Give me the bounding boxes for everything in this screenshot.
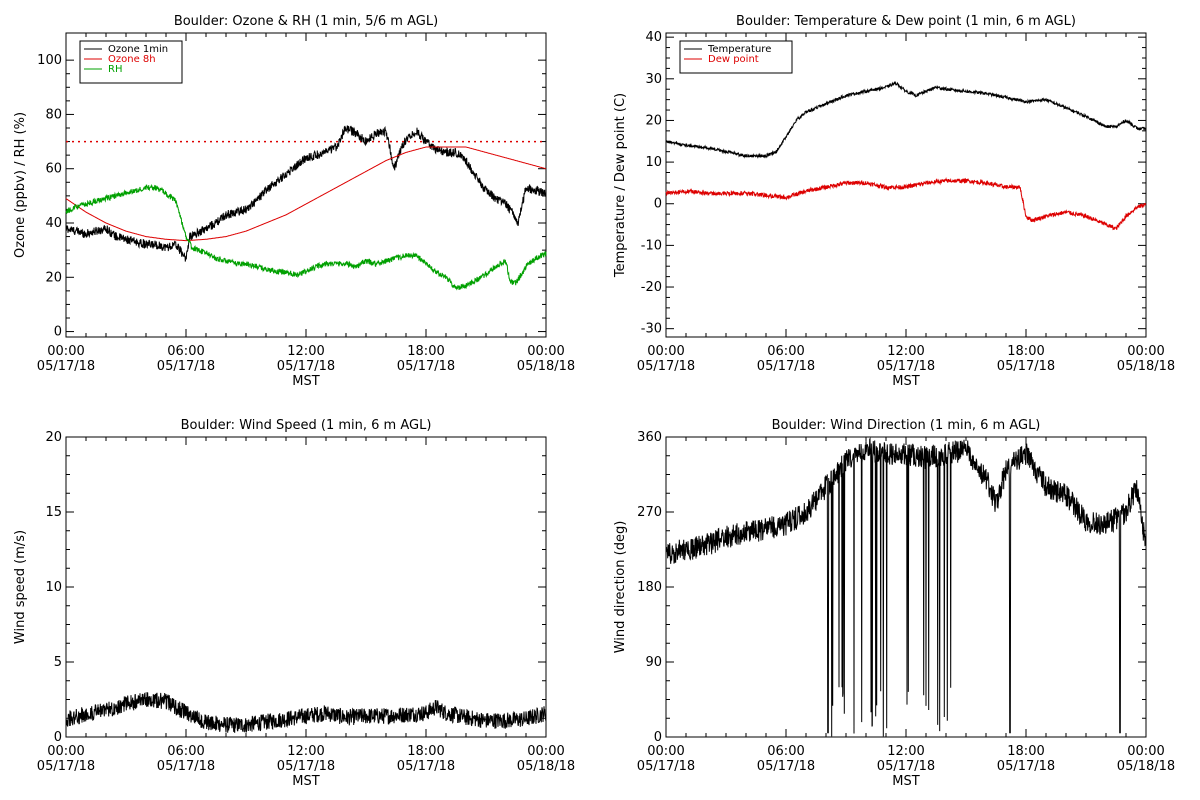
x-tick-date: 05/18/18 — [1117, 359, 1175, 374]
x-tick-time: 00:00 — [47, 744, 84, 759]
y-tick-label: -20 — [641, 280, 662, 295]
x-tick-date: 05/17/18 — [637, 759, 695, 774]
legend — [679, 40, 793, 74]
x-tick-time: 06:00 — [167, 344, 204, 359]
chart-title: Boulder: Temperature & Dew point (1 min,… — [736, 14, 1076, 29]
legend-entry: Temperature — [707, 44, 771, 55]
y-tick-label: 100 — [37, 53, 62, 68]
x-tick-time: 00:00 — [1127, 344, 1164, 359]
x-tick-time: 00:00 — [1127, 744, 1164, 759]
x-tick-time: 18:00 — [1007, 344, 1044, 359]
y-tick-label: 0 — [54, 325, 62, 340]
y-axis-label: Wind speed (m/s) — [13, 530, 28, 644]
series-line — [65, 183, 547, 291]
x-tick-date: 05/17/18 — [37, 359, 95, 374]
y-tick-label: 5 — [54, 655, 62, 670]
x-tick-date: 05/18/18 — [1117, 759, 1175, 774]
chart-ozone: Boulder: Ozone & RH (1 min, 5/6 m AGL) 0 2… — [13, 14, 575, 389]
y-axis-label: Ozone (ppbv) / RH (%) — [13, 112, 28, 258]
y-tick-label: -10 — [641, 238, 662, 253]
series-line — [665, 176, 1147, 231]
x-tick-date: 05/17/18 — [37, 759, 95, 774]
y-tick-label: 0 — [654, 197, 662, 212]
x-axis-label: MST — [292, 774, 319, 789]
x-tick-date: 05/17/18 — [277, 759, 335, 774]
x-tick-date: 05/17/18 — [277, 359, 335, 374]
series-line — [65, 125, 547, 262]
y-tick-label: 0 — [54, 730, 62, 745]
y-tick-label: -30 — [641, 322, 662, 337]
x-tick-time: 12:00 — [287, 744, 324, 759]
legend-entry: RH — [108, 64, 122, 75]
x-tick-time: 12:00 — [887, 344, 924, 359]
x-tick-date: 05/17/18 — [157, 359, 215, 374]
x-tick-date: 05/17/18 — [877, 759, 935, 774]
x-tick-time: 00:00 — [47, 344, 84, 359]
x-tick-date: 05/17/18 — [997, 759, 1055, 774]
y-tick-label: 20 — [645, 113, 662, 128]
x-tick-date: 05/17/18 — [397, 359, 455, 374]
x-tick-date: 05/17/18 — [757, 359, 815, 374]
series-line — [665, 81, 1147, 159]
chart-temp: Boulder: Temperature & Dew point (1 min,… — [613, 14, 1175, 389]
y-tick-label: 10 — [45, 580, 62, 595]
x-tick-date: 05/17/18 — [157, 759, 215, 774]
y-tick-label: 30 — [645, 72, 662, 87]
legend-entry: Ozone 8h — [108, 54, 156, 65]
y-tick-label: 40 — [645, 30, 662, 45]
plot-frame — [65, 436, 547, 738]
series-line — [665, 437, 1147, 737]
y-tick-label: 360 — [637, 430, 662, 445]
y-tick-label: 20 — [45, 430, 62, 445]
y-tick-label: 270 — [637, 505, 662, 520]
y-tick-label: 10 — [645, 155, 662, 170]
x-tick-time: 06:00 — [767, 744, 804, 759]
x-tick-date: 05/17/18 — [877, 359, 935, 374]
y-axis-label: Wind direction (deg) — [613, 521, 628, 654]
y-tick-label: 60 — [45, 162, 62, 177]
x-tick-date: 05/18/18 — [517, 759, 575, 774]
x-tick-date: 05/18/18 — [517, 359, 575, 374]
x-tick-time: 06:00 — [167, 744, 204, 759]
legend-entry: Ozone 1min — [108, 44, 168, 55]
y-tick-label: 20 — [45, 270, 62, 285]
x-tick-date: 05/17/18 — [397, 759, 455, 774]
y-tick-label: 90 — [645, 655, 662, 670]
y-tick-label: 40 — [45, 216, 62, 231]
x-tick-date: 05/17/18 — [997, 359, 1055, 374]
x-tick-time: 06:00 — [767, 344, 804, 359]
x-tick-time: 18:00 — [1007, 744, 1044, 759]
plot-frame — [665, 436, 1147, 738]
y-tick-label: 0 — [654, 730, 662, 745]
x-tick-date: 05/17/18 — [637, 359, 695, 374]
y-axis-label: Temperature / Dew point (C) — [613, 93, 628, 278]
x-tick-time: 00:00 — [527, 344, 564, 359]
x-axis-label: MST — [892, 374, 919, 389]
y-tick-label: 180 — [637, 580, 662, 595]
series-line — [65, 692, 547, 733]
chart-wind_speed: Boulder: Wind Speed (1 min, 6 m AGL) 0 5 10… — [13, 418, 575, 789]
chart-title: Boulder: Wind Speed (1 min, 6 m AGL) — [181, 418, 432, 433]
x-tick-time: 00:00 — [527, 744, 564, 759]
x-tick-time: 18:00 — [407, 344, 444, 359]
chart-title: Boulder: Ozone & RH (1 min, 5/6 m AGL) — [174, 14, 438, 29]
x-tick-time: 12:00 — [287, 344, 324, 359]
legend — [79, 40, 183, 84]
x-tick-time: 00:00 — [647, 744, 684, 759]
chart-wind_dir: Boulder: Wind Direction (1 min, 6 m AGL)… — [613, 418, 1175, 789]
y-tick-label: 80 — [45, 107, 62, 122]
series-line — [65, 146, 547, 242]
x-axis-label: MST — [292, 374, 319, 389]
x-tick-time: 18:00 — [407, 744, 444, 759]
x-tick-date: 05/17/18 — [757, 759, 815, 774]
legend-entry: Dew point — [708, 54, 759, 65]
x-tick-time: 00:00 — [647, 344, 684, 359]
x-axis-label: MST — [892, 774, 919, 789]
chart-title: Boulder: Wind Direction (1 min, 6 m AGL) — [772, 418, 1041, 433]
y-tick-label: 15 — [45, 505, 62, 520]
x-tick-time: 12:00 — [887, 744, 924, 759]
